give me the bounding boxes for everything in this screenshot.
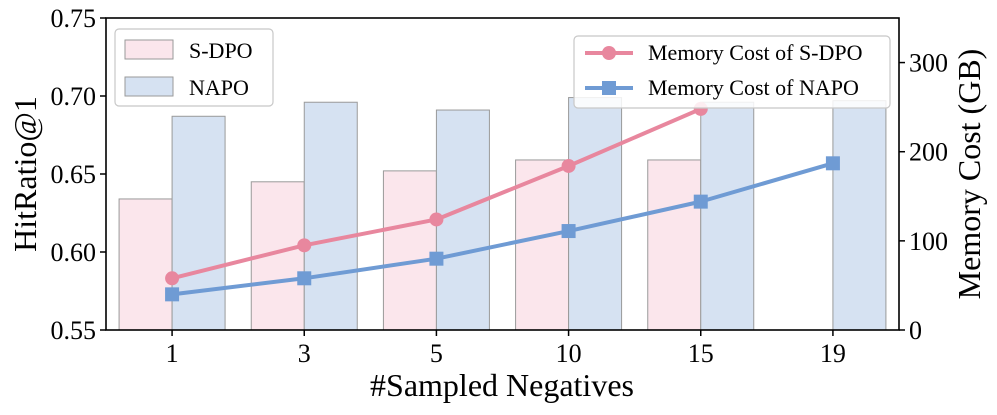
y-right-tick-label: 300: [909, 49, 948, 78]
legend-label-mem-napo: Memory Cost of NAPO: [648, 75, 859, 100]
bar-napo-10: [568, 97, 623, 331]
marker-memory-cost-of-napo-10: [561, 224, 576, 239]
legend-marker-s-dpo: [602, 46, 616, 60]
y-left-tick-label: 0.55: [51, 316, 97, 345]
marker-memory-cost-of-napo-3: [297, 271, 312, 286]
bar-s-dpo-5: [382, 170, 437, 331]
legend-lines-frame: [573, 35, 891, 109]
marker-memory-cost-of-napo-5: [429, 251, 444, 266]
legend-swatch-s-dpo: [124, 39, 174, 60]
marker-memory-cost-of-s-dpo-10: [561, 158, 576, 173]
bar-s-dpo-10: [515, 159, 570, 331]
x-tick-label: 19: [820, 339, 846, 368]
bars-layer: [118, 97, 887, 331]
legend-marker-napo: [602, 81, 616, 95]
y-axis-right-label: Memory Cost (GB): [951, 49, 987, 300]
marker-memory-cost-of-s-dpo-5: [429, 212, 444, 227]
y-left-tick-label: 0.60: [51, 238, 97, 267]
x-tick-label: 15: [688, 339, 714, 368]
y-left-tick-label: 0.70: [51, 82, 97, 111]
x-tick-label: 5: [430, 339, 443, 368]
bar-napo-5: [435, 109, 490, 331]
y-right-tick-label: 200: [909, 138, 948, 167]
legend-bars: S-DPO NAPO: [114, 28, 274, 107]
legend-swatch-napo: [124, 76, 174, 97]
y-right-tick-label: 100: [909, 227, 948, 256]
bar-napo-1: [171, 115, 226, 331]
x-tick-label: 3: [298, 339, 311, 368]
y-axis-left-label: HitRatio@1: [7, 96, 43, 252]
bar-napo-15: [700, 101, 755, 331]
x-tick-label: 1: [166, 339, 179, 368]
legend-label-s-dpo: S-DPO: [189, 38, 253, 63]
legend-label-napo: NAPO: [189, 75, 249, 100]
lines-layer: [165, 101, 840, 302]
marker-memory-cost-of-napo-19: [825, 156, 840, 171]
x-tick-label: 10: [556, 339, 582, 368]
legend-lines: Memory Cost of S-DPO Memory Cost of NAPO: [573, 35, 891, 109]
series-line-memory-cost-of-napo: [171, 161, 834, 297]
bar-s-dpo-15: [647, 159, 702, 331]
y-left-tick-label: 0.75: [51, 4, 97, 33]
x-axis-label: #Sampled Negatives: [370, 367, 634, 403]
marker-memory-cost-of-napo-15: [693, 194, 708, 209]
legend-label-mem-s-dpo: Memory Cost of S-DPO: [648, 40, 863, 65]
marker-memory-cost-of-s-dpo-3: [297, 238, 312, 253]
marker-memory-cost-of-s-dpo-1: [165, 271, 180, 286]
bar-napo-3: [303, 101, 358, 331]
y-left-tick-label: 0.65: [51, 160, 97, 189]
axes-layer: 1 3 5 10 15 19 0.55 0.60 0.65 0.70 0.75 0 100 200 300: [51, 4, 949, 368]
y-right-tick-label: 0: [909, 316, 922, 345]
bar-s-dpo-1: [118, 198, 173, 331]
marker-memory-cost-of-napo-1: [165, 287, 180, 302]
bar-napo-19: [832, 100, 887, 331]
